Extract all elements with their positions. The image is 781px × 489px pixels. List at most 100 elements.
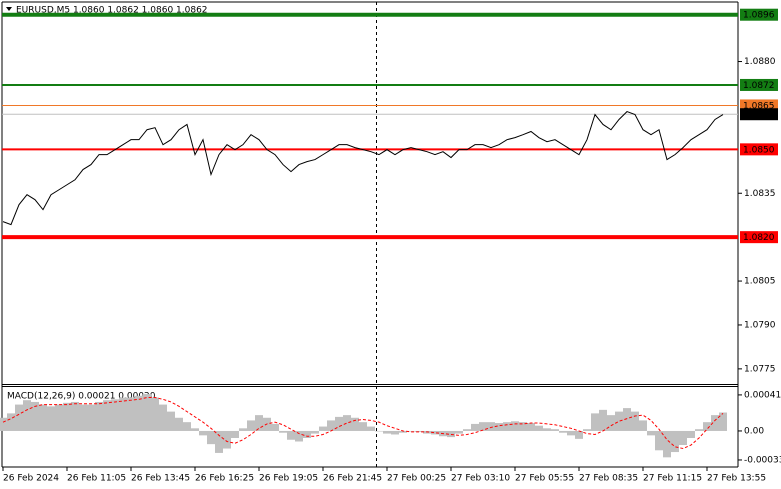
histogram-bar [543,428,551,431]
histogram-bar [583,429,591,431]
histogram-bar [143,394,151,431]
histogram-bar [183,422,191,431]
histogram-bar [527,423,535,431]
x-tick-label: 26 Feb 19:05 [259,474,318,484]
histogram-bar [311,430,319,434]
histogram-bar [351,417,359,431]
x-tick-label: 26 Feb 2024 [3,474,59,484]
y-tick-label: 0.00 [744,426,764,436]
y-tick-label: 1.0880 [744,57,776,67]
level-label-box [740,143,778,156]
histogram-bar [0,417,7,431]
y-tick-label: 1.0835 [744,189,776,199]
x-tick-label: 27 Feb 11:15 [643,474,702,484]
histogram-bar [535,425,543,431]
histogram-bar [207,430,215,445]
histogram-bar [495,423,503,431]
x-tick-label: 26 Feb 21:45 [323,474,382,484]
histogram-bar [719,412,727,431]
histogram-bar [191,428,199,431]
level-label: 1.0896 [743,11,775,21]
histogram-bar [119,397,127,431]
histogram-bar [15,404,23,431]
histogram-bar [615,411,623,431]
histogram-bar [671,430,679,453]
x-tick-label: 27 Feb 00:25 [387,474,446,484]
x-tick-label: 26 Feb 11:05 [67,474,126,484]
histogram-bar [55,404,63,431]
histogram-bar [151,397,159,431]
histogram-bar [79,404,87,431]
x-tick-label: 27 Feb 13:55 [707,474,766,484]
menu-arrow[interactable] [6,7,12,11]
indicator-title: MACD(12,26,9) 0.00021 0.00020 [7,392,156,402]
histogram-bar [663,430,671,458]
level-label: 1.0872 [743,81,775,91]
y-tick-label: 1.0775 [744,364,776,374]
histogram-bar [703,422,711,431]
histogram-bar [223,430,231,449]
histogram-bar [135,395,143,431]
histogram-bar [295,430,303,442]
histogram-bar [199,430,207,436]
histogram-bar [39,404,47,431]
histogram-bar [559,430,567,433]
histogram-bar [279,430,287,433]
histogram-bar [239,428,247,431]
histogram-bar [487,422,495,431]
histogram-bar [655,430,663,451]
y-tick-label: -0.00033 [744,455,781,465]
histogram-bar [551,429,559,431]
level-label-box [740,78,778,91]
histogram-bar [647,430,655,436]
histogram-bar [95,401,103,431]
x-tick-label: 27 Feb 05:55 [515,474,574,484]
histogram-bar [335,416,343,431]
y-tick-label: 0.00041 [744,390,781,400]
histogram-bar [175,417,183,431]
x-tick-label: 26 Feb 13:45 [131,474,190,484]
histogram-bar [711,415,719,431]
histogram-bar [159,404,167,431]
histogram-bar [375,430,383,432]
histogram-bar [695,429,703,431]
histogram-bar [319,426,327,431]
histogram-bar [687,430,695,438]
signal-line [2,397,724,450]
level-label: 1.0862 [743,110,775,120]
histogram-bar [31,401,39,431]
histogram-bar [71,401,79,431]
histogram-bar [327,420,335,431]
histogram-bar [591,413,599,431]
histogram-bar [287,430,295,440]
histogram-bar [407,430,415,432]
level-label: 1.0865 [743,101,775,111]
histogram-bar [271,423,279,431]
histogram-bar [87,404,95,431]
histogram-bar [471,423,479,431]
histogram-bar [47,406,55,431]
histogram-bar [7,413,15,431]
histogram-bar [391,430,399,435]
level-label-box [740,8,778,21]
level-label: 1.0850 [743,145,775,155]
histogram-bar [607,415,615,431]
histogram-bar [567,430,575,436]
histogram-bar [503,422,511,431]
histogram-bar [383,430,391,434]
x-tick-label: 27 Feb 03:10 [451,474,510,484]
histogram-bar [479,422,487,431]
histogram-bar [167,411,175,431]
level-label: 1.0820 [743,233,775,243]
histogram-bar [231,430,239,438]
histogram-bar [599,409,607,431]
histogram-bar [359,422,367,431]
histogram-bar [127,397,135,431]
x-tick-label: 26 Feb 16:25 [195,474,254,484]
histogram-bar [511,421,519,431]
level-label-box [740,108,778,121]
histogram-bar [463,429,471,431]
price-line [2,111,724,226]
level-label-box [740,231,778,244]
